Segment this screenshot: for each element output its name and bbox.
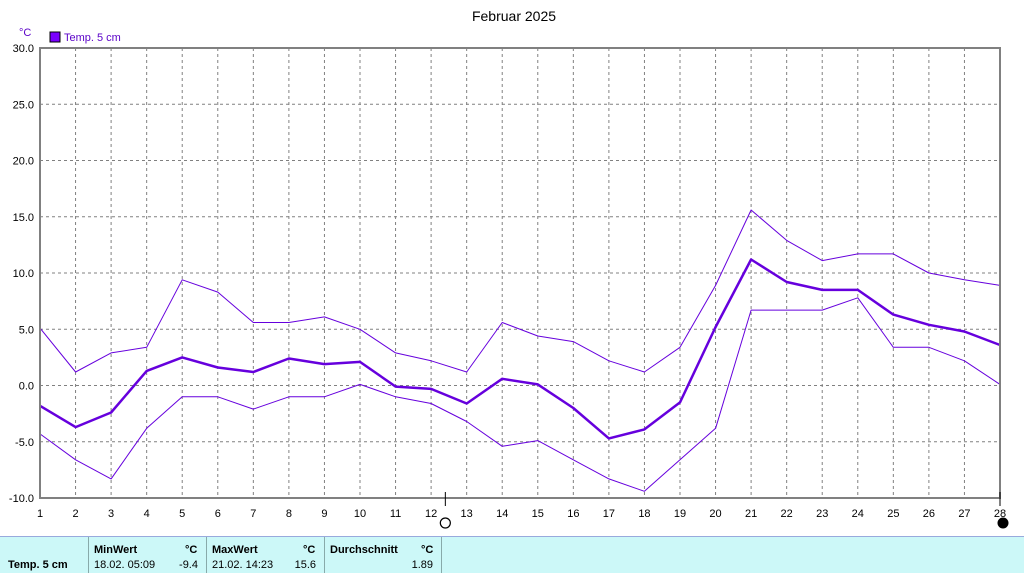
avg-cell: Durchschnitt °C 1.89 bbox=[325, 537, 442, 573]
stats-row-label-cell: Temp. 5 cm bbox=[0, 537, 89, 573]
x-tick-label: 6 bbox=[215, 508, 221, 520]
x-tick-label: 16 bbox=[567, 508, 579, 520]
y-tick-label: 25.0 bbox=[13, 99, 34, 111]
stats-row-label: Temp. 5 cm bbox=[8, 559, 68, 571]
x-tick-label: 18 bbox=[638, 508, 650, 520]
max-unit: °C bbox=[303, 544, 316, 556]
moon-markers bbox=[439, 492, 1009, 529]
avg-unit: °C bbox=[421, 544, 434, 556]
grid bbox=[39, 47, 1001, 499]
legend-swatch bbox=[49, 31, 61, 43]
x-tick-label: 2 bbox=[72, 508, 78, 520]
min-label: MinWert bbox=[94, 544, 138, 556]
x-tick-label: 9 bbox=[321, 508, 327, 520]
max-value: 15.6 bbox=[294, 559, 316, 571]
avg-value: 1.89 bbox=[411, 559, 433, 571]
min-value: -9.4 bbox=[179, 559, 198, 571]
min-cell: MinWert °C 18.02. 05:09 -9.4 bbox=[89, 537, 207, 573]
avg-label: Durchschnitt bbox=[330, 544, 398, 556]
x-tick-label: 21 bbox=[745, 508, 757, 520]
y-tick-label: 30.0 bbox=[13, 43, 34, 55]
chart-title: Februar 2025 bbox=[472, 8, 556, 24]
series-line-max bbox=[39, 209, 1001, 373]
max-cell: MaxWert °C 21.02. 14:23 15.6 bbox=[207, 537, 325, 573]
x-tick-label: 27 bbox=[958, 508, 970, 520]
x-tick-label: 5 bbox=[179, 508, 185, 520]
x-tick-label: 19 bbox=[674, 508, 686, 520]
x-tick-label: 28 bbox=[994, 508, 1006, 520]
x-tick-label: 26 bbox=[923, 508, 935, 520]
new-moon-icon bbox=[439, 517, 451, 529]
y-axis-ticks: 30.0 25.0 20.0 15.0 10.0 5.0 0.0 -5.0 -10.0 bbox=[9, 43, 34, 505]
y-tick-label: -10.0 bbox=[9, 493, 34, 505]
x-tick-label: 8 bbox=[286, 508, 292, 520]
full-moon-icon bbox=[997, 517, 1009, 529]
x-tick-label: 24 bbox=[852, 508, 864, 520]
y-tick-label: 5.0 bbox=[19, 324, 34, 336]
x-axis-ticks: 1 2 3 4 5 6 7 8 9 10 11 12 13 14 15 16 17 18 19 20 21 22 23 24 2… bbox=[37, 508, 1006, 520]
x-tick-label: 15 bbox=[532, 508, 544, 520]
max-date: 21.02. 14:23 bbox=[212, 559, 274, 571]
x-tick-label: 4 bbox=[144, 508, 150, 520]
y-tick-label: -5.0 bbox=[15, 437, 34, 449]
x-tick-label: 17 bbox=[603, 508, 615, 520]
y-tick-label: 0.0 bbox=[19, 381, 34, 393]
min-date: 18.02. 05:09 bbox=[94, 559, 156, 571]
temperature-chart: Februar 2025 °C Temp. 5 cm 30.025.020.01… bbox=[9, 8, 1009, 529]
max-label: MaxWert bbox=[212, 544, 258, 556]
plot-frame bbox=[39, 47, 1001, 499]
x-tick-label: 13 bbox=[461, 508, 473, 520]
y-tick-label: 15.0 bbox=[13, 212, 34, 224]
series-line-min bbox=[39, 297, 1001, 492]
x-tick-label: 12 bbox=[425, 508, 437, 520]
stats-panel: Temp. 5 cm MinWert °C 18.02. 05:09 -9.4 … bbox=[0, 536, 1024, 573]
legend-label: Temp. 5 cm bbox=[64, 32, 121, 44]
y-tick-label: 20.0 bbox=[13, 156, 34, 168]
y-tick-label: 10.0 bbox=[13, 268, 34, 280]
x-tick-label: 23 bbox=[816, 508, 828, 520]
x-tick-label: 22 bbox=[781, 508, 793, 520]
min-unit: °C bbox=[185, 544, 198, 556]
x-tick-label: 11 bbox=[390, 508, 401, 520]
x-tick-label: 7 bbox=[250, 508, 256, 520]
series-lines bbox=[39, 209, 1001, 492]
x-tick-label: 10 bbox=[354, 508, 366, 520]
series-line-mean bbox=[39, 258, 1001, 440]
x-tick-label: 20 bbox=[709, 508, 721, 520]
x-tick-label: 3 bbox=[108, 508, 114, 520]
y-axis-unit: °C bbox=[19, 27, 31, 39]
x-tick-label: 14 bbox=[496, 508, 508, 520]
x-tick-label: 25 bbox=[887, 508, 899, 520]
x-tick-label: 1 bbox=[37, 508, 43, 520]
